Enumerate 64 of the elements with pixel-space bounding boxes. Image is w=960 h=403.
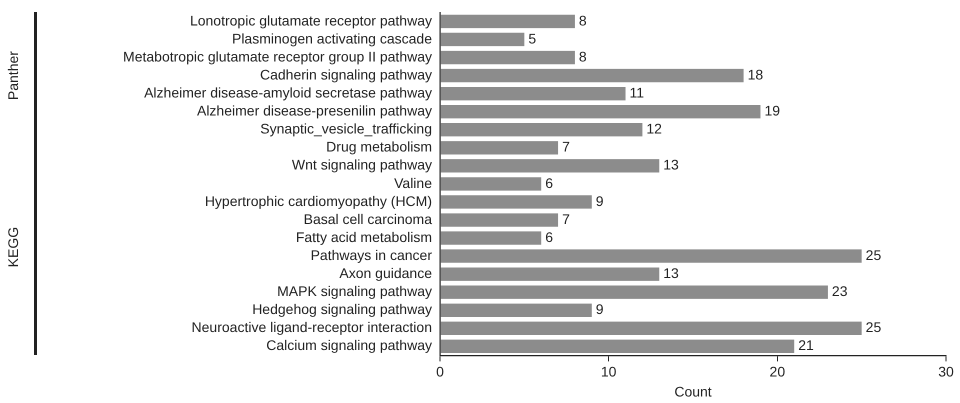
y-tick-label: Fatty acid metabolism — [296, 228, 432, 245]
x-tick-label: 30 — [938, 364, 954, 380]
bar — [440, 105, 760, 118]
bar — [440, 123, 642, 136]
x-axis-title: Count — [674, 383, 712, 400]
text: Panther — [4, 50, 21, 100]
data-label: 18 — [748, 66, 764, 82]
data-label: 13 — [663, 156, 680, 173]
y-tick-label: Calcium signaling pathway — [266, 337, 432, 354]
bar — [440, 32, 524, 46]
y-tick-label: Valine — [394, 174, 432, 191]
x-tick-label: 20 — [770, 364, 786, 380]
y-tick-label: Hypertrophic cardiomyopathy (HCM) — [204, 192, 432, 209]
data-label: 19 — [764, 102, 780, 119]
y-tick-label: Metabotropic glutamate receptor group II pathway — [123, 48, 432, 64]
bar — [440, 286, 828, 299]
bar — [440, 50, 575, 64]
data-label: 9 — [596, 301, 604, 318]
bar — [440, 14, 575, 28]
bar — [440, 141, 558, 154]
bar — [440, 159, 660, 173]
x-tick-label: 10 — [600, 364, 617, 380]
text: KEGG — [4, 226, 21, 268]
data-label: 11 — [630, 84, 644, 100]
data-label: 23 — [832, 283, 848, 300]
y-tick-label: Neuroactive ligand-receptor interaction — [192, 319, 432, 336]
bar — [440, 304, 592, 317]
data-label: 21 — [798, 337, 814, 354]
x-tick-label: 0 — [436, 364, 444, 380]
y-tick-label: Cadherin signaling pathway — [260, 66, 432, 82]
y-tick-label: Basal cell carcinoma — [304, 210, 432, 227]
data-label: 12 — [646, 120, 662, 137]
bar — [440, 340, 794, 354]
data-label: 7 — [562, 138, 570, 155]
y-tick-label: Pathways in cancer — [310, 246, 432, 263]
data-label: 5 — [528, 30, 536, 46]
data-label: 25 — [866, 246, 882, 263]
data-label: 6 — [545, 228, 554, 245]
y-tick-label: Alzheimer disease-presenilin pathway — [196, 102, 432, 119]
bar — [440, 195, 592, 209]
data-label: 8 — [578, 48, 587, 64]
y-tick-label: MAPK signaling pathway — [277, 283, 432, 300]
bar — [440, 322, 862, 336]
y-tick-label: Wnt signaling pathway — [292, 156, 432, 173]
y-tick-label: Hedgehog signaling pathway — [252, 301, 432, 318]
bar — [440, 249, 862, 263]
data-label: 9 — [596, 192, 604, 209]
data-label: 7 — [562, 210, 570, 227]
y-tick-label: Synaptic_vesicle_trafficking — [260, 120, 432, 137]
bar — [440, 231, 542, 245]
y-tick-label: Lonotropic glutamate receptor pathway — [190, 12, 432, 28]
bar — [440, 213, 558, 227]
y-tick-label: Alzheimer disease-amyloid secretase pathway — [144, 84, 432, 100]
y-tick-label: Plasminogen activating cascade — [232, 30, 432, 46]
bar — [440, 68, 744, 82]
data-label: 8 — [578, 12, 587, 28]
data-label: 25 — [866, 319, 882, 336]
data-label: 6 — [545, 174, 554, 191]
bar — [440, 267, 660, 281]
y-tick-label: Axon guidance — [339, 265, 432, 282]
y-tick-label: Drug metabolism — [326, 138, 432, 155]
bar — [440, 177, 542, 191]
bar — [440, 86, 626, 100]
data-label: 13 — [663, 265, 680, 282]
